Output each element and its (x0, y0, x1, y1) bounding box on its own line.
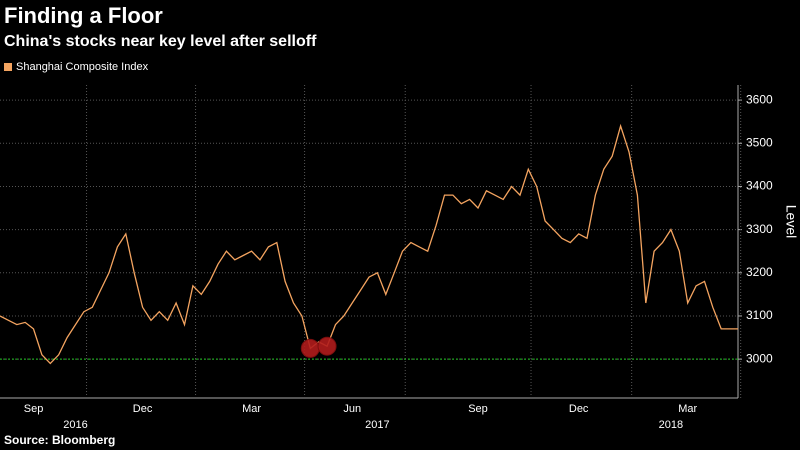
highlight-circle (317, 336, 337, 356)
source: Source: Bloomberg (4, 433, 115, 447)
year-label: 2018 (659, 419, 683, 431)
y-axis-label: Level (783, 205, 799, 238)
legend-label: Shanghai Composite Index (16, 61, 149, 73)
y-tick-label: 3500 (746, 135, 773, 149)
y-tick-label: 3000 (746, 351, 773, 365)
highlight-circle (300, 338, 320, 358)
year-label: 2017 (365, 419, 389, 431)
x-tick-label: Sep (468, 403, 488, 415)
x-tick-label: Mar (678, 403, 697, 415)
y-tick-label: 3600 (746, 92, 773, 106)
x-tick-label: Mar (242, 403, 261, 415)
x-tick-label: Dec (133, 403, 153, 415)
chart-title: Finding a Floor (4, 3, 163, 28)
year-label: 2016 (63, 419, 87, 431)
series-line (0, 123, 738, 365)
y-tick-label: 3200 (746, 265, 773, 279)
x-tick-label: Sep (24, 403, 44, 415)
y-tick-label: 3400 (746, 179, 773, 193)
x-tick-label: Dec (569, 403, 589, 415)
y-tick-label: 3300 (746, 222, 773, 236)
y-tick-label: 3100 (746, 308, 773, 322)
legend-swatch (4, 63, 12, 71)
x-tick-label: Jun (343, 403, 361, 415)
chart-subtitle: China's stocks near key level after sell… (4, 33, 317, 50)
